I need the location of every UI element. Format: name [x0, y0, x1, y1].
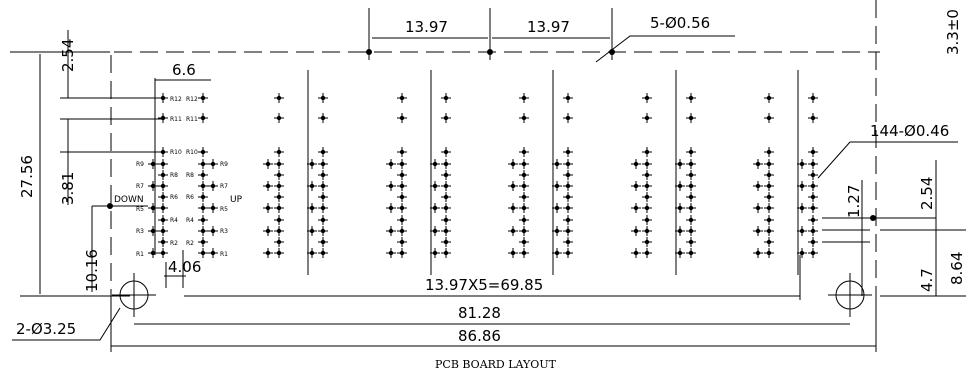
row-label-right-r3: R3	[220, 228, 228, 235]
row-label-right-r8: R8	[186, 172, 194, 179]
left-27-56-label: 27.56	[18, 155, 36, 198]
width-6-6-label: 6.6	[172, 61, 196, 79]
row-label-left-r5: R5	[136, 206, 144, 213]
row-label-left-r11: R11	[170, 116, 182, 123]
row-label-right-r6: R6	[186, 194, 194, 201]
row-label-left-r9: R9	[136, 161, 144, 168]
up-label: UP	[230, 195, 243, 205]
row-label-left-r6: R6	[170, 194, 178, 201]
row-label-right-r7: R7	[220, 183, 228, 190]
bottom-86-86-label: 86.86	[458, 327, 501, 345]
left-dimensions: 6.6 27.56 2.54 3.81 10.16 DOWN UP	[18, 30, 243, 294]
right-1-27-label: 1.27	[845, 185, 863, 218]
row-label-right-r2: R2	[186, 240, 194, 247]
mounting-holes	[112, 273, 872, 317]
row-label-left-r8: R8	[170, 172, 178, 179]
row-label-left-r7: R7	[136, 183, 144, 190]
row-label-left-r12: R12	[170, 96, 182, 103]
mount-holes-top-label: 5-Ø0.56	[650, 14, 710, 32]
row-label-right-r4: R4	[186, 217, 194, 224]
bottom-total-pitch-label: 13.97X5=69.85	[425, 276, 543, 294]
row-label-right-r9: R9	[220, 161, 228, 168]
row-label-left-r10: R10	[170, 149, 182, 156]
left-2-54-label: 2.54	[59, 39, 77, 72]
row-label-left-r2: R2	[170, 240, 178, 247]
pitch-top-1-label: 13.97	[405, 18, 448, 36]
bottom-4-06-label: 4.06	[168, 258, 201, 276]
top-dimensions: 13.97 13.97 5-Ø0.56 3.3±0	[366, 8, 962, 63]
right-edge-top-label: 3.3±0	[944, 9, 962, 55]
bottom-dimensions: 4.06 13.97X5=69.85 81.28 86.86 2-Ø3.25 P…	[12, 250, 877, 371]
row-labels-right: R12 R11 R10 R9 R8 R7 R6 R5 R4 R3 R2 R1	[186, 96, 228, 258]
down-label: DOWN	[114, 195, 144, 205]
row-label-left-r4: R4	[170, 217, 178, 224]
row-label-right-r12: R12	[186, 96, 198, 103]
holes-spec-label: 2-Ø3.25	[16, 320, 76, 338]
board-outline	[10, 0, 880, 300]
right-8-64-label: 8.64	[948, 252, 966, 285]
drawing-title: PCB BOARD LAYOUT	[435, 358, 557, 371]
left-10-16-label: 10.16	[83, 249, 101, 292]
row-label-right-r1: R1	[220, 251, 228, 258]
row-label-left-r1: R1	[136, 251, 144, 258]
right-dimensions: 144-Ø0.46 1.27 2.54 4.7 8.64	[817, 122, 966, 297]
pins-spec-label: 144-Ø0.46	[870, 122, 949, 140]
pitch-top-2-label: 13.97	[527, 18, 570, 36]
row-labels-left: R12 R11 R10 R9 R8 R7 R6 R5 R4 R3 R2 R1	[136, 96, 182, 258]
row-label-left-r3: R3	[136, 228, 144, 235]
row-label-right-r5: R5	[220, 206, 228, 213]
right-2-54-label: 2.54	[918, 177, 936, 210]
bottom-81-28-label: 81.28	[458, 304, 501, 322]
pin-grid	[148, 70, 818, 275]
left-3-81-label: 3.81	[59, 172, 77, 205]
right-4-7-label: 4.7	[918, 268, 936, 292]
row-label-right-r11: R11	[186, 116, 198, 123]
row-label-right-r10: R10	[186, 149, 198, 156]
